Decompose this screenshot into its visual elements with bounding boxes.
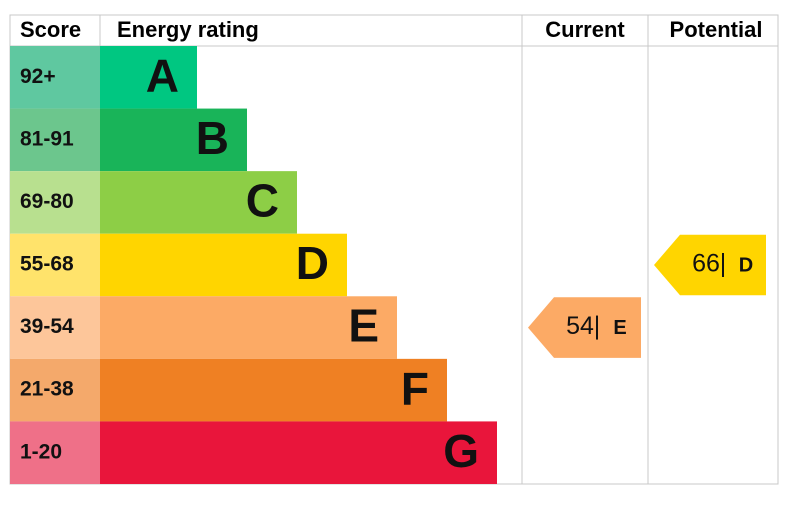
rating-bar: [100, 358, 447, 422]
score-label: 21-38: [20, 378, 74, 401]
score-label: 1-20: [20, 440, 62, 463]
rating-letter: F: [401, 362, 429, 414]
score-label: 39-54: [20, 315, 74, 338]
rating-letter: D: [296, 237, 329, 289]
score-cell: [10, 421, 100, 484]
header: Current: [545, 17, 625, 42]
current-value: 54: [566, 312, 594, 340]
score-cell: [10, 233, 100, 297]
rating-bar: [100, 421, 497, 484]
score-cell: [10, 296, 100, 359]
rating-letter: C: [246, 175, 279, 227]
rating-bar: [100, 296, 397, 359]
current-arrow: [528, 297, 641, 358]
potential-arrow: [654, 234, 766, 296]
header: Energy rating: [117, 17, 259, 42]
rating-letter: B: [196, 112, 229, 164]
rating-bar: [100, 171, 297, 234]
current-rating: E: [613, 317, 626, 339]
score-cell: [10, 358, 100, 422]
score-cell: [10, 171, 100, 234]
rating-letter: G: [443, 425, 479, 477]
potential-rating: D: [739, 254, 753, 276]
rating-bar: [100, 108, 247, 172]
rating-letter: E: [348, 300, 379, 352]
rating-bar: [100, 46, 197, 109]
score-label: 55-68: [20, 253, 74, 276]
header: Score: [20, 17, 81, 42]
rating-bar: [100, 233, 347, 297]
header: Potential: [670, 17, 763, 42]
score-label: 92+: [20, 65, 56, 88]
score-label: 81-91: [20, 127, 74, 150]
score-cell: [10, 108, 100, 172]
rating-letter: A: [146, 49, 179, 101]
score-cell: [10, 46, 100, 109]
score-label: 69-80: [20, 190, 74, 213]
potential-value: 66: [692, 250, 720, 278]
